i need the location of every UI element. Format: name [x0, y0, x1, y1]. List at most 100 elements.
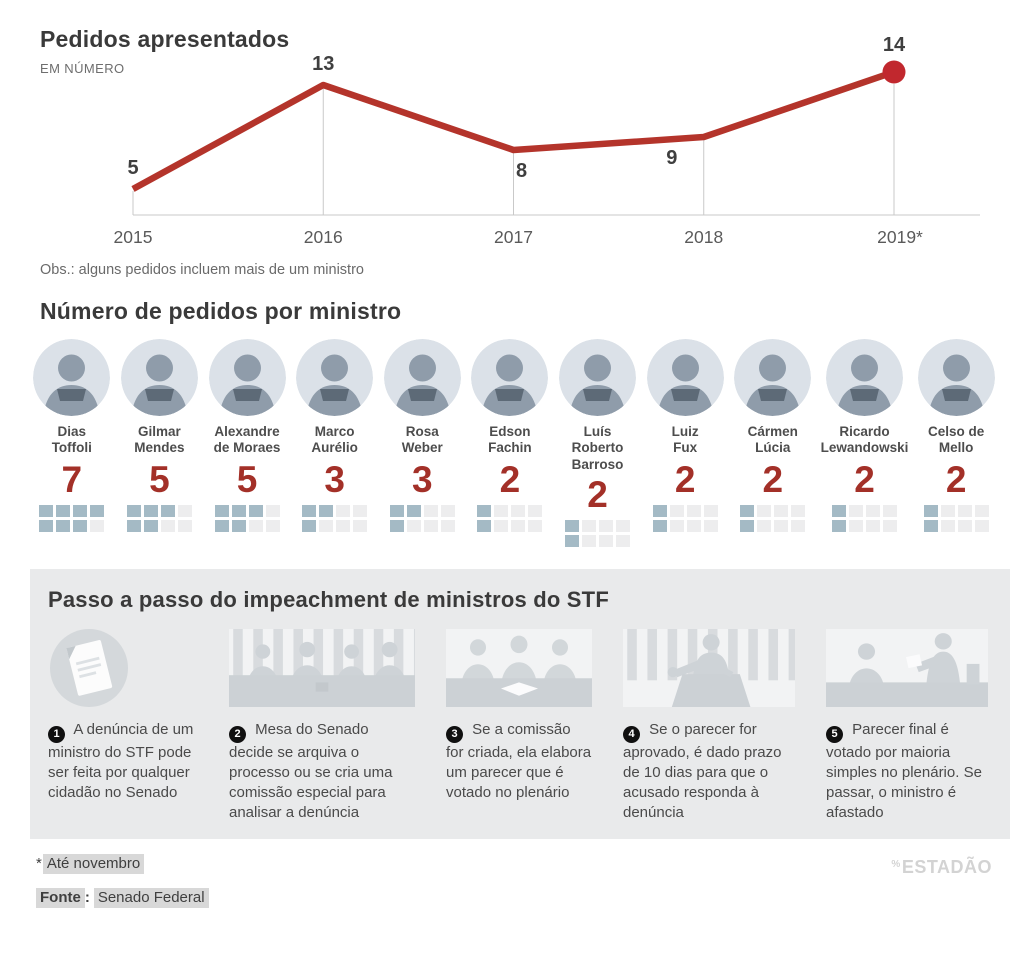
step-number-badge: 2 [229, 726, 246, 744]
source-colon: : [84, 889, 90, 907]
waffle-square-filled [126, 505, 141, 517]
waffle-square-empty [686, 520, 701, 532]
chart-value-label: 5 [127, 157, 138, 179]
waffle-square-filled [143, 505, 158, 517]
mesa-senado-icon [229, 629, 415, 708]
waffle-square-empty [494, 520, 509, 532]
chart-subtitle: EM NÚMERO [40, 61, 125, 76]
votacao-plenario-icon [826, 629, 988, 708]
orador-tribuna-icon [623, 629, 795, 708]
denuncia-document-icon [50, 629, 128, 708]
minister-waffle [831, 505, 897, 532]
waffle-square-empty [940, 505, 955, 517]
waffle-square-empty [848, 505, 863, 517]
waffle-square-filled [56, 520, 71, 532]
waffle-square-empty [265, 505, 280, 517]
pedidos-line-chart: 5 13 8 9 14 2015 2016 2017 2018 2019* [114, 34, 980, 247]
waffle-square-filled [831, 520, 846, 532]
impeachment-steps-panel: Passo a passo do impeachment de ministro… [30, 569, 1010, 840]
minister-portrait [471, 339, 549, 416]
waffle-square-filled [389, 505, 404, 517]
minister-card: Ricardo Lewandowski 2 [821, 339, 908, 547]
waffle-square-filled [477, 505, 492, 517]
minister-name: Luís Roberto Barroso [571, 424, 624, 472]
waffle-square-filled [389, 520, 404, 532]
waffle-square-filled [39, 520, 54, 532]
waffle-square-empty [599, 520, 614, 533]
steps-row: 1 A denúncia de um ministro do STF pode … [48, 629, 988, 822]
waffle-square-empty [703, 505, 718, 517]
waffle-square-empty [940, 520, 955, 532]
minister-portrait [383, 339, 461, 416]
minister-waffle [302, 505, 368, 532]
waffle-square-filled [406, 505, 421, 517]
minister-waffle [39, 505, 105, 532]
minister-portrait [646, 339, 724, 416]
minister-waffle [389, 505, 455, 532]
source-text: Senado Federal [93, 888, 209, 909]
waffle-square-filled [652, 520, 667, 532]
waffle-square-empty [599, 535, 614, 548]
minister-request-count: 2 [674, 459, 696, 500]
waffle-square-empty [511, 520, 526, 532]
step-number-badge: 5 [826, 726, 843, 744]
waffle-square-filled [56, 505, 71, 517]
waffle-square-empty [582, 535, 597, 548]
waffle-square-filled [214, 520, 229, 532]
ministers-title: Número de pedidos por ministro [40, 298, 402, 324]
waffle-square-empty [423, 505, 438, 517]
step-text: 3 Se a comissão for criada, ela elabora … [446, 721, 592, 801]
minister-waffle [652, 505, 718, 532]
waffle-square-filled [923, 520, 938, 532]
waffle-square-filled [126, 520, 141, 532]
waffle-square-empty [703, 520, 718, 532]
minister-card: Celso de Mello 2 [916, 339, 996, 547]
waffle-square-empty [957, 505, 972, 517]
chart-x-tick-label: 2018 [684, 227, 723, 247]
waffle-square-filled [477, 520, 492, 532]
minister-card: Gilmar Mendes 5 [120, 339, 200, 547]
waffle-square-filled [740, 520, 755, 532]
waffle-square-filled [565, 535, 580, 548]
waffle-square-empty [774, 505, 789, 517]
minister-name: Cármen Lúcia [747, 424, 798, 456]
ministers-row: Dias Toffoli 7 Gilmar Mendes 5 Alexandre de Mor… [32, 339, 996, 548]
minister-portrait [559, 339, 637, 416]
step-number-badge: 3 [446, 726, 463, 744]
chart-value-label: 13 [312, 53, 334, 75]
step-number-badge: 4 [623, 726, 640, 744]
waffle-square-filled [160, 505, 175, 517]
minister-card: Dias Toffoli 7 [32, 339, 112, 547]
waffle-square-empty [440, 520, 455, 532]
waffle-square-empty [265, 520, 280, 532]
waffle-square-filled [302, 505, 317, 517]
footnote-asterisk: * [36, 855, 42, 873]
step-text: 1 A denúncia de um ministro do STF pode … [48, 721, 194, 801]
minister-request-count: 3 [324, 459, 345, 500]
minister-name: Dias Toffoli [51, 424, 92, 456]
waffle-square-filled [231, 505, 246, 517]
pedidos-chart-section: Pedidos apresentados EM NÚMERO 5 13 8 9 14 20… [0, 0, 1024, 296]
estadao-logo: % ESTADÃO [891, 857, 992, 878]
waffle-square-empty [848, 520, 863, 532]
minister-portrait [917, 339, 995, 416]
chart-x-tick-label: 2017 [494, 227, 533, 247]
minister-card: Edson Fachin 2 [470, 339, 550, 547]
waffle-square-empty [882, 505, 897, 517]
minister-waffle [477, 505, 543, 532]
minister-portrait [296, 339, 374, 416]
waffle-square-empty [177, 520, 192, 532]
waffle-square-empty [319, 520, 334, 532]
impeachment-step: 4 Se o parecer for aprovado, é dado praz… [623, 629, 795, 822]
steps-title: Passo a passo do impeachment de ministro… [48, 587, 609, 613]
footnote-text: Até novembro [42, 854, 145, 875]
minister-request-count: 2 [945, 459, 967, 500]
minister-request-count: 2 [762, 459, 784, 500]
minister-card: Luiz Fux 2 [645, 339, 725, 547]
waffle-square-empty [336, 520, 351, 532]
waffle-square-filled [248, 505, 263, 517]
waffle-square-empty [957, 520, 972, 532]
footer: * Até novembro Fonte: Senado Federal % ESTA… [0, 839, 1024, 959]
minister-portrait [734, 339, 812, 416]
